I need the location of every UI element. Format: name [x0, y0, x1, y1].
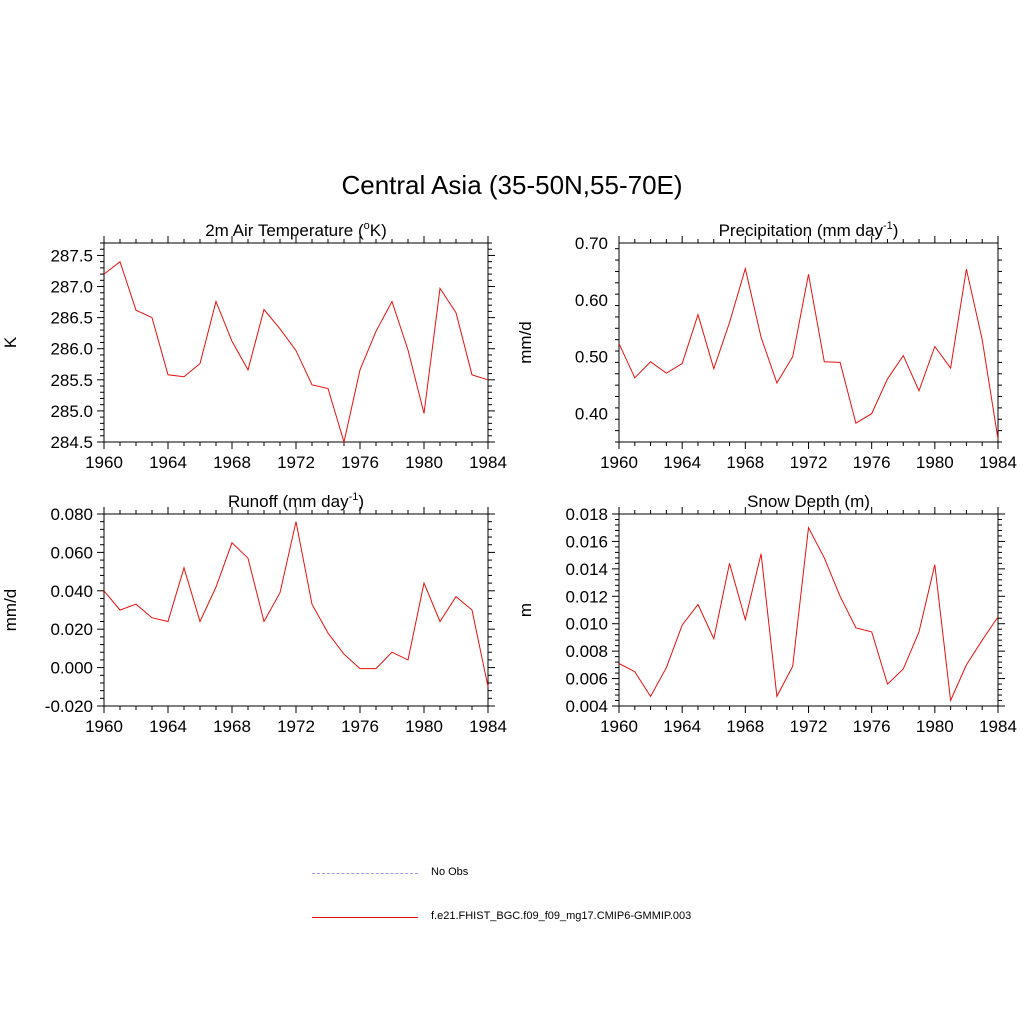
x-tick-label: 1968: [726, 453, 764, 472]
y-tick-label: 284.5: [50, 433, 93, 452]
legend-swatch-model: [312, 917, 418, 918]
y-tick-label: 0.000: [50, 659, 93, 678]
x-tick-label: 1972: [790, 453, 828, 472]
x-tick-label: 1968: [726, 717, 764, 736]
x-tick-label: 1960: [600, 717, 638, 736]
y-tick-label: 0.060: [50, 543, 93, 562]
series-line-temperature: [103, 260, 489, 444]
y-axis-label: mm/d: [516, 321, 535, 364]
y-tick-label: 287.0: [50, 278, 93, 297]
x-tick-label: 1960: [600, 453, 638, 472]
y-tick-label: 0.010: [565, 615, 608, 634]
x-tick-label: 1976: [341, 453, 379, 472]
x-tick-label: 1976: [341, 717, 379, 736]
y-axis-label: mm/d: [1, 589, 20, 632]
y-tick-label: 0.012: [565, 587, 608, 606]
y-tick-label: 0.006: [565, 670, 608, 689]
panel-snow-depth: 1960 1964 1968 1972 1976 1980 1984 0.004 0.006 0.…: [516, 492, 1017, 736]
y-tick-label: 0.080: [50, 505, 93, 524]
x-tick-label: 1960: [85, 453, 123, 472]
y-tick-label: 0.50: [575, 348, 608, 367]
y-tick-label: 0.008: [565, 642, 608, 661]
x-tick-label: 1984: [979, 717, 1017, 736]
y-tick-label: -0.020: [45, 697, 93, 716]
panel-title-superscript: -1: [349, 491, 359, 503]
legend-item-model: f.e21.FHIST_BGC.f09_f09_mg17.CMIP6-GMMIP…: [312, 908, 832, 928]
y-tick-label: 0.40: [575, 405, 608, 424]
x-tick-label: 1972: [277, 717, 315, 736]
plot-frame: [618, 513, 999, 707]
legend-label-model: f.e21.FHIST_BGC.f09_f09_mg17.CMIP6-GMMIP…: [431, 910, 692, 922]
panel-title: 2m Air Temperature (oK): [205, 220, 387, 240]
x-tick-label: 1964: [663, 453, 701, 472]
x-tick-label: 1980: [405, 453, 443, 472]
legend-swatch-obs: [312, 873, 418, 874]
y-tick-label: 286.5: [50, 309, 93, 328]
x-tick-label: 1972: [277, 453, 315, 472]
x-tick-label: 1964: [149, 453, 187, 472]
y-tick-label: 286.0: [50, 340, 93, 359]
panel-title-superscript: o: [364, 220, 370, 232]
panel-title-text: Snow Depth (m): [747, 492, 870, 511]
panel-title-text: 2m Air Temperature (: [205, 221, 364, 240]
x-tick-label: 1964: [149, 717, 187, 736]
panel-temperature: 1960 1964 1968 1972 1976 1980 1984 284.5 285.0 28…: [1, 220, 507, 472]
x-tick-label: 1980: [916, 453, 954, 472]
x-tick-label: 1968: [213, 453, 251, 472]
y-tick-label: 0.020: [50, 620, 93, 639]
figure-title: Central Asia (35-50N,55-70E): [341, 170, 683, 200]
x-tick-label: 1984: [979, 453, 1017, 472]
x-tick-label: 1960: [85, 717, 123, 736]
y-axis-label: K: [1, 336, 20, 348]
panel-title: Precipitation (mm day-1): [719, 220, 899, 240]
y-tick-label: 0.60: [575, 291, 608, 310]
panel-title-superscript: -1: [883, 220, 893, 232]
plot-frame: [103, 513, 489, 707]
panel-title-text-end: K): [370, 221, 387, 240]
series-line-precipitation: [618, 266, 999, 440]
panel-title: Snow Depth (m): [747, 492, 870, 511]
legend-label-obs: No Obs: [431, 866, 469, 878]
y-tick-label: 0.018: [565, 505, 608, 524]
x-tick-label: 1984: [469, 717, 507, 736]
x-tick-label: 1964: [663, 717, 701, 736]
panel-title-text: Runoff (mm day: [228, 492, 349, 511]
panel-title: Runoff (mm day-1): [228, 491, 364, 511]
y-tick-label: 0.016: [565, 532, 608, 551]
panel-title-text-end: ): [893, 221, 899, 240]
plot-frame: [103, 242, 489, 443]
x-tick-label: 1980: [916, 717, 954, 736]
y-tick-label: 285.0: [50, 402, 93, 421]
y-tick-label: 0.70: [575, 234, 608, 253]
y-tick-label: 0.004: [565, 697, 608, 716]
plot-frame: [618, 242, 999, 443]
x-tick-label: 1972: [790, 717, 828, 736]
panel-precipitation: 1960 1964 1968 1972 1976 1980 1984 0.40 0.50 0.60…: [516, 220, 1017, 472]
y-axis-label: m: [516, 603, 535, 617]
panel-title-text-end: ): [358, 492, 364, 511]
y-tick-label: 0.014: [565, 560, 608, 579]
x-tick-label: 1980: [405, 717, 443, 736]
y-tick-label: 285.5: [50, 371, 93, 390]
x-tick-label: 1976: [853, 453, 891, 472]
legend-item-obs: No Obs: [312, 864, 832, 884]
x-tick-label: 1968: [213, 717, 251, 736]
y-tick-label: 0.040: [50, 582, 93, 601]
y-tick-label: 287.5: [50, 246, 93, 265]
series-line-snow-depth: [618, 526, 999, 703]
panel-title-text: Precipitation (mm day: [719, 221, 884, 240]
panel-runoff: 1960 1964 1968 1972 1976 1980 1984 -0.020 0.000 0…: [1, 491, 507, 736]
series-line-runoff: [103, 521, 489, 687]
x-tick-label: 1976: [853, 717, 891, 736]
x-tick-label: 1984: [469, 453, 507, 472]
